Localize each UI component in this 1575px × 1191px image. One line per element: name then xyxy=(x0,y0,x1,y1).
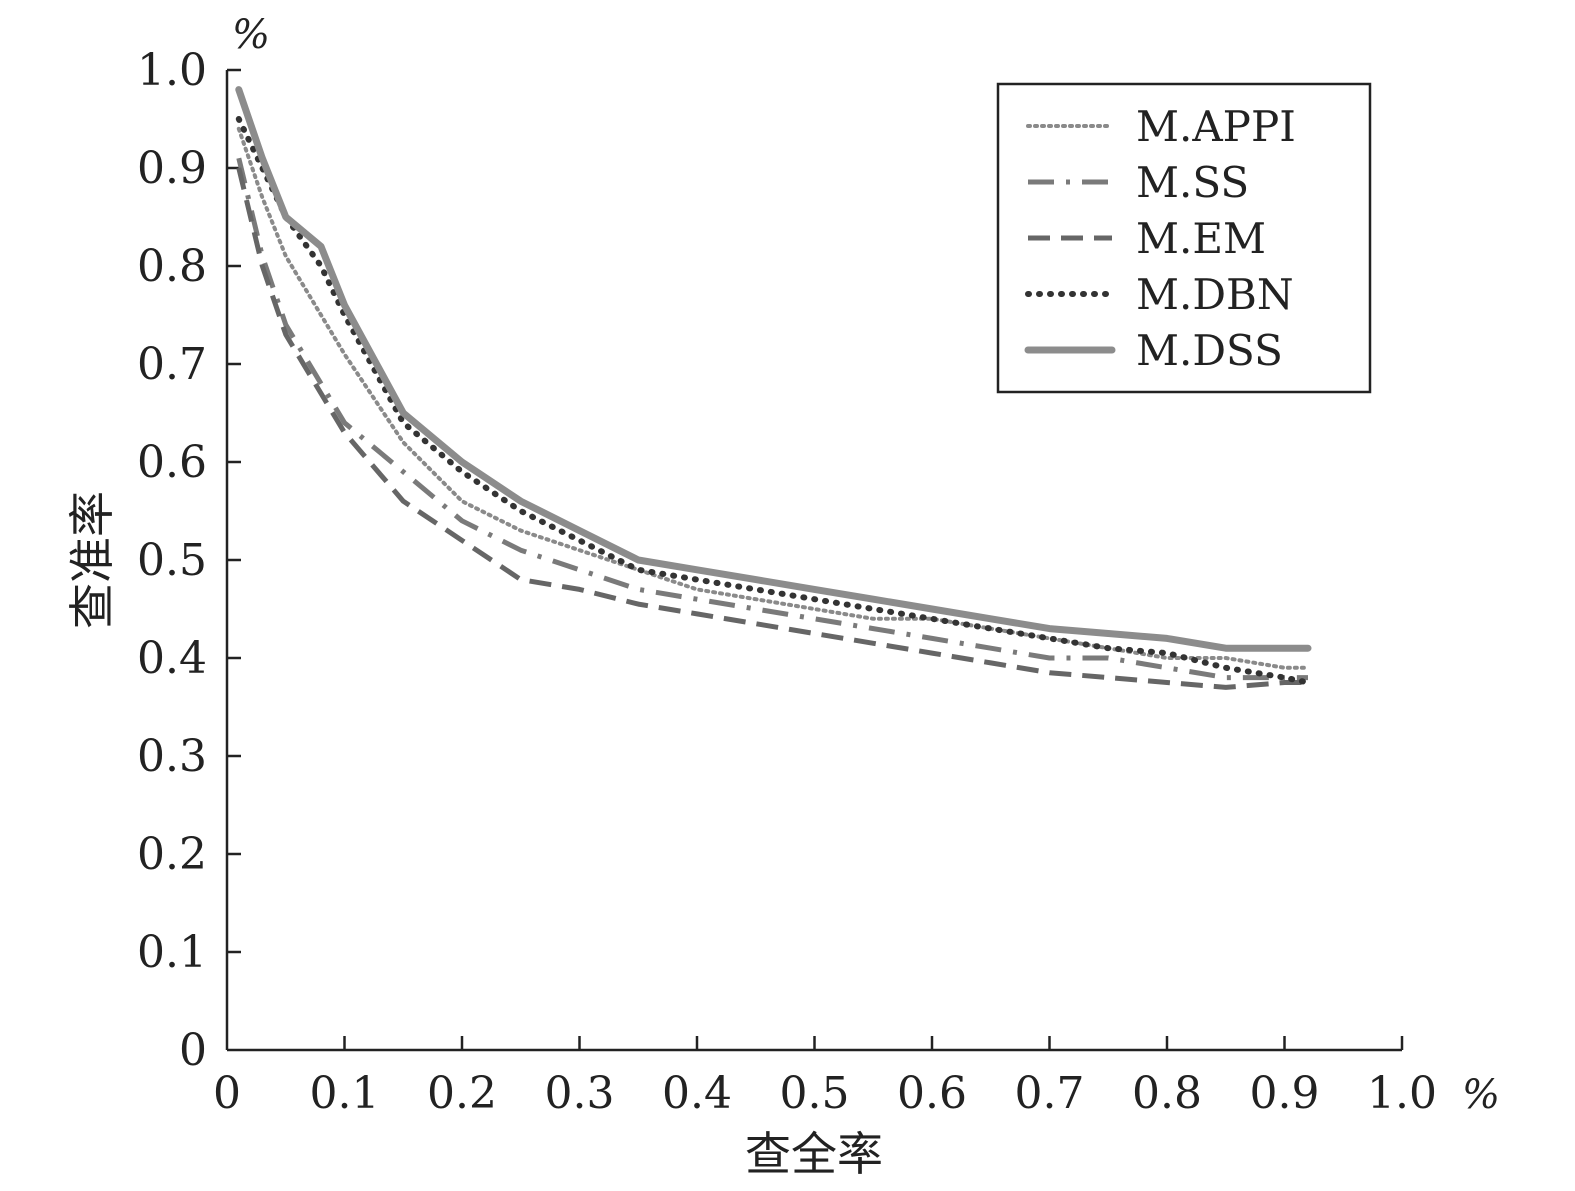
y-tick-label: 0 xyxy=(179,1025,207,1076)
y-tick-label: 1.0 xyxy=(137,45,207,96)
y-tick-label: 0.7 xyxy=(137,339,207,390)
y-tick-label: 0.4 xyxy=(137,633,207,684)
y-tick-label: 0.1 xyxy=(137,927,207,978)
y-tick-label: 0.8 xyxy=(137,241,207,292)
legend-label: M.APPI xyxy=(1136,102,1296,151)
series-line-m-dbn xyxy=(235,116,1311,686)
y-axis-unit: % xyxy=(232,12,270,58)
x-axis-unit: % xyxy=(1462,1072,1500,1118)
legend-box xyxy=(996,82,1372,394)
y-axis: 0 0.1 0.2 0.3 0.4 0.5 0.6 0.7 0.8 0.9 1.0 xyxy=(137,45,241,1076)
legend-label: M.DSS xyxy=(1136,326,1283,375)
x-tick-label: 0.8 xyxy=(1132,1068,1202,1119)
legend-label: M.EM xyxy=(1136,214,1266,263)
series-line-m-appi xyxy=(236,126,1310,670)
x-tick-label: 0.9 xyxy=(1250,1068,1320,1119)
y-tick-label: 0.3 xyxy=(137,731,207,782)
x-tick-label: 0.3 xyxy=(545,1068,615,1119)
series-line-m-dss xyxy=(235,86,1312,652)
x-tick-label: 0.4 xyxy=(662,1068,732,1119)
y-tick-label: 0.6 xyxy=(137,437,207,488)
x-tick-label: 0.1 xyxy=(310,1068,380,1119)
x-tick-label: 0 xyxy=(213,1068,241,1119)
series-line-m-em xyxy=(236,167,1308,690)
legend-label: M.SS xyxy=(1136,158,1249,207)
y-tick-label: 0.9 xyxy=(137,143,207,194)
legend-label: M.DBN xyxy=(1136,270,1294,319)
series-layer xyxy=(235,86,1312,690)
y-tick-label: 0.2 xyxy=(137,829,207,880)
series-line-m-ss xyxy=(236,157,1308,681)
x-tick-label: 1.0 xyxy=(1367,1068,1437,1119)
x-tick-label: 0.6 xyxy=(897,1068,967,1119)
x-axis-title: 查全率 xyxy=(745,1127,883,1181)
legend: M.APPI M.SS M.EM M.DBN M.DSS xyxy=(996,82,1372,394)
y-tick-label: 0.5 xyxy=(137,535,207,586)
x-tick-label: 0.2 xyxy=(427,1068,497,1119)
x-axis: 0 0.1 0.2 0.3 0.4 0.5 0.6 0.7 0.8 0.9 1.0 xyxy=(213,1036,1437,1119)
y-axis-title: 查准率 xyxy=(65,491,119,629)
x-tick-label: 0.7 xyxy=(1015,1068,1085,1119)
x-tick-label: 0.5 xyxy=(780,1068,850,1119)
